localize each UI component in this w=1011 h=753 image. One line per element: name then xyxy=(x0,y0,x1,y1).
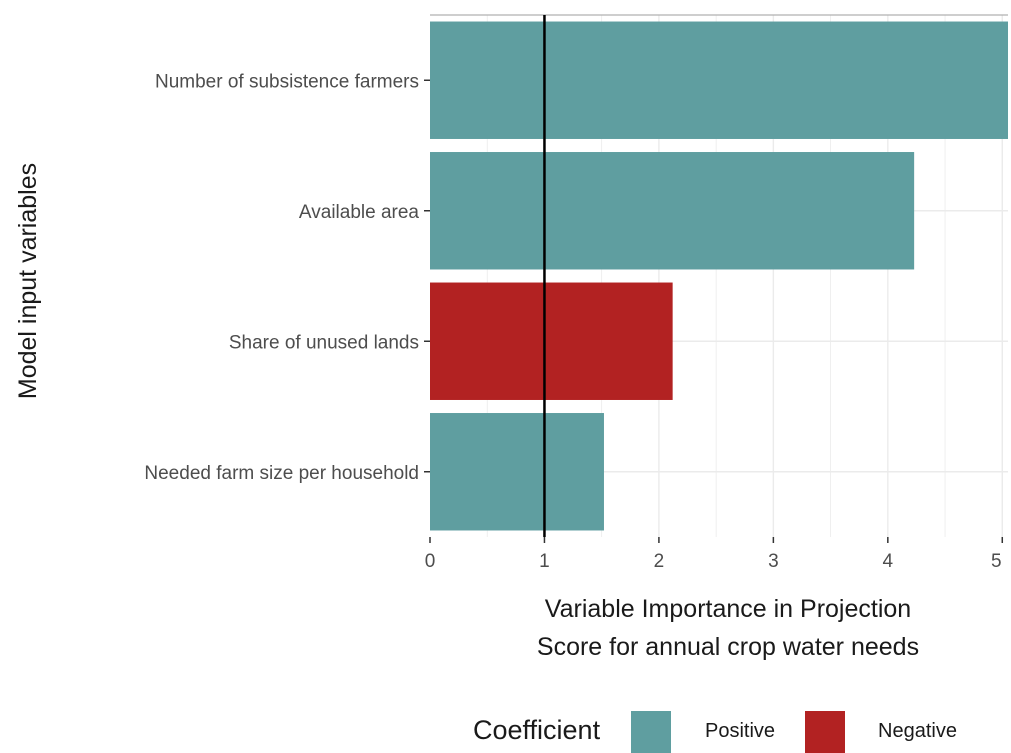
x-axis-title-line-1: Variable Importance in Projection xyxy=(545,595,911,623)
y-tick-label: Number of subsistence farmers xyxy=(155,71,419,92)
bar-number-of-subsistence-farmers xyxy=(430,21,1008,139)
x-tick-label: 2 xyxy=(654,551,665,572)
legend-swatch-positive xyxy=(631,711,671,753)
y-axis-title: Model input variables xyxy=(14,163,42,399)
y-tick-label: Needed farm size per household xyxy=(144,463,419,484)
bars xyxy=(430,21,1008,531)
legend-label-negative: Negative xyxy=(878,720,957,742)
x-axis: 0 1 2 3 4 5 xyxy=(425,537,1004,572)
legend-title: Coefficient xyxy=(473,715,601,745)
x-tick-label: 1 xyxy=(539,551,550,572)
bar-share-of-unused-lands xyxy=(430,282,673,400)
legend-swatch-negative xyxy=(805,711,845,753)
x-axis-title-line-2: Score for annual crop water needs xyxy=(537,633,919,661)
x-tick-label: 0 xyxy=(425,551,436,572)
legend: Coefficient Positive Negative xyxy=(473,711,957,753)
bar-available-area xyxy=(430,152,915,270)
x-tick-label: 5 xyxy=(991,551,1002,572)
y-axis: Number of subsistence farmers Available a… xyxy=(144,71,430,484)
y-tick-label: Available area xyxy=(299,202,420,223)
x-tick-label: 4 xyxy=(883,551,894,572)
legend-label-positive: Positive xyxy=(705,720,775,742)
y-tick-label: Share of unused lands xyxy=(229,332,419,353)
bar-needed-farm-size-per-household xyxy=(430,413,604,531)
x-tick-label: 3 xyxy=(768,551,779,572)
